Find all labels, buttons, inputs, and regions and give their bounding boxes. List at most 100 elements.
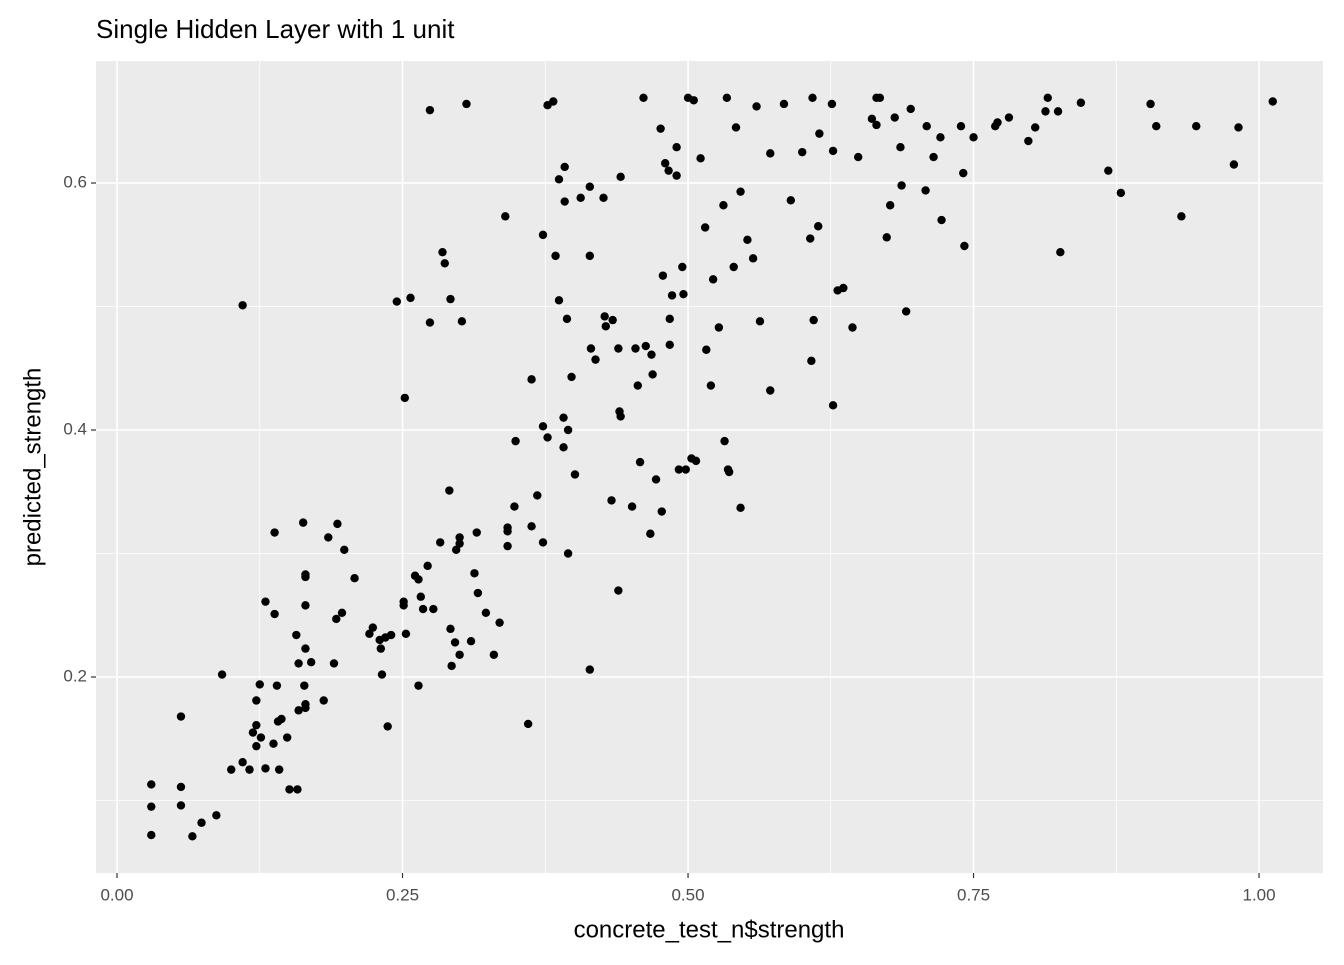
point <box>238 301 247 310</box>
point <box>418 604 428 614</box>
point <box>217 670 227 679</box>
point <box>585 251 595 261</box>
point <box>906 104 915 114</box>
y-tick-label: 0.6 <box>63 173 87 192</box>
point <box>472 528 481 537</box>
point <box>551 251 560 261</box>
point <box>828 401 838 410</box>
point <box>786 196 796 205</box>
point <box>815 129 824 138</box>
point <box>425 318 435 327</box>
point <box>337 608 347 617</box>
point <box>473 588 483 598</box>
point <box>252 720 261 730</box>
point <box>937 215 946 225</box>
point <box>306 657 316 667</box>
point <box>446 624 455 634</box>
point <box>600 312 609 321</box>
point <box>641 341 650 351</box>
point <box>293 785 302 794</box>
point <box>457 317 467 326</box>
y-tick-label: 0.2 <box>63 666 87 685</box>
point <box>538 230 548 240</box>
point <box>261 764 270 773</box>
point <box>828 146 838 156</box>
point <box>608 315 617 325</box>
point <box>332 614 341 624</box>
point <box>651 475 661 484</box>
point <box>238 758 247 767</box>
point <box>959 168 968 178</box>
point <box>639 93 648 103</box>
point <box>399 601 408 610</box>
point <box>560 197 569 206</box>
point <box>549 97 558 106</box>
point <box>489 650 499 659</box>
point <box>720 436 729 446</box>
point <box>416 592 425 601</box>
point <box>429 604 438 614</box>
point <box>1192 122 1201 131</box>
point <box>245 765 254 774</box>
point <box>766 149 775 158</box>
point <box>188 832 197 841</box>
point <box>599 193 608 203</box>
point <box>827 99 837 109</box>
point <box>731 123 741 132</box>
point <box>501 212 510 221</box>
point <box>901 307 911 316</box>
point <box>647 350 656 359</box>
point <box>702 345 711 354</box>
point <box>301 601 310 610</box>
point <box>1056 247 1065 257</box>
point <box>1031 123 1040 132</box>
point <box>714 323 724 332</box>
point <box>554 296 564 305</box>
point <box>922 122 931 131</box>
point <box>511 436 520 446</box>
point <box>722 93 732 103</box>
point <box>567 372 576 382</box>
point <box>1041 107 1050 116</box>
point <box>147 802 156 811</box>
point <box>867 114 877 123</box>
point <box>936 133 945 142</box>
point <box>956 122 966 131</box>
point <box>993 118 1002 127</box>
point <box>147 830 156 840</box>
x-tick-label: 0.75 <box>957 885 990 904</box>
chart-title: Single Hidden Layer with 1 unit <box>96 14 455 44</box>
point <box>294 706 303 715</box>
point <box>576 193 585 203</box>
point <box>960 241 969 251</box>
point <box>176 801 186 810</box>
point <box>1024 136 1033 146</box>
point <box>563 549 573 558</box>
point <box>665 314 674 324</box>
point <box>212 811 221 820</box>
point <box>559 413 568 422</box>
point <box>779 99 789 109</box>
point <box>538 538 548 547</box>
point <box>285 785 294 794</box>
point <box>319 696 328 705</box>
point <box>585 665 595 674</box>
x-axis-title: concrete_test_n$strength <box>574 916 845 943</box>
point <box>601 322 611 331</box>
point <box>274 765 284 774</box>
point <box>401 629 411 638</box>
point <box>406 293 415 303</box>
point <box>724 467 734 477</box>
point <box>176 712 186 721</box>
point <box>197 818 206 827</box>
point <box>700 223 710 232</box>
point <box>301 703 310 713</box>
point <box>1004 113 1014 122</box>
point <box>691 456 701 466</box>
point <box>559 443 568 452</box>
point <box>658 271 668 280</box>
point <box>752 102 761 111</box>
point <box>607 496 616 505</box>
point <box>277 714 286 724</box>
point <box>591 355 600 364</box>
